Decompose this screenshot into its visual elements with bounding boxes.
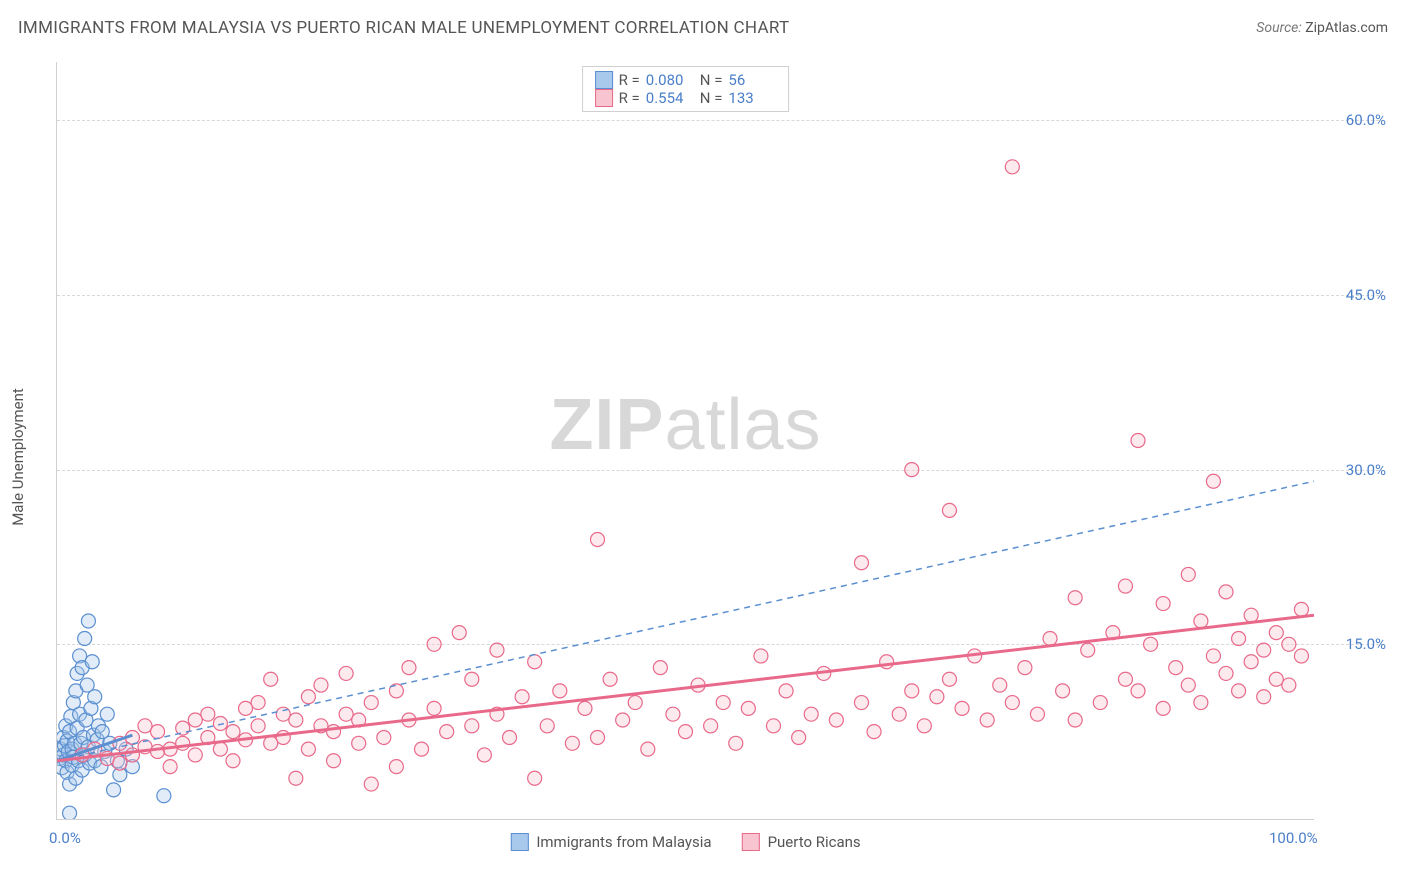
chart-title: IMMIGRANTS FROM MALAYSIA VS PUERTO RICAN… — [18, 18, 789, 38]
square-swatch-icon — [595, 89, 613, 107]
r-value-0: 0.080 — [646, 71, 694, 89]
n-value-0: 56 — [728, 71, 776, 89]
legend-item-0: Immigrants from Malaysia — [510, 833, 711, 851]
square-swatch-icon — [595, 71, 613, 89]
correlation-legend: R = 0.080 N = 56 R = 0.554 N = 133 — [582, 66, 790, 112]
x-tick-label: 100.0% — [1269, 829, 1318, 847]
r-value-1: 0.554 — [646, 89, 694, 107]
n-label: N = — [700, 71, 723, 89]
n-label: N = — [700, 89, 723, 107]
r-label: R = — [619, 71, 640, 89]
y-tick-label: 45.0% — [1346, 286, 1386, 304]
header: IMMIGRANTS FROM MALAYSIA VS PUERTO RICAN… — [18, 18, 1388, 38]
scatter-svg — [57, 62, 1314, 819]
series-legend: Immigrants from Malaysia Puerto Ricans — [510, 833, 860, 851]
legend-item-1: Puerto Ricans — [742, 833, 861, 851]
square-swatch-icon — [510, 833, 528, 851]
r-label: R = — [619, 89, 640, 107]
n-value-1: 133 — [728, 89, 776, 107]
y-tick-label: 30.0% — [1346, 461, 1386, 479]
x-tick-label: 0.0% — [49, 829, 81, 847]
series-name-1: Puerto Ricans — [768, 833, 861, 851]
source-value: ZipAtlas.com — [1305, 20, 1388, 36]
square-swatch-icon — [742, 833, 760, 851]
legend-row-series-1: R = 0.554 N = 133 — [595, 89, 777, 107]
plot-area: ZIPatlas R = 0.080 N = 56 R = 0.554 N = … — [56, 62, 1314, 820]
y-tick-label: 60.0% — [1346, 111, 1386, 129]
legend-row-series-0: R = 0.080 N = 56 — [595, 71, 777, 89]
y-axis-label: Male Unemployment — [9, 388, 27, 526]
source-label: Source: — [1256, 20, 1301, 36]
source-attribution: Source: ZipAtlas.com — [1256, 20, 1388, 36]
series-name-0: Immigrants from Malaysia — [536, 833, 711, 851]
y-tick-label: 15.0% — [1346, 635, 1386, 653]
chart-container: Male Unemployment ZIPatlas R = 0.080 N =… — [48, 54, 1394, 860]
